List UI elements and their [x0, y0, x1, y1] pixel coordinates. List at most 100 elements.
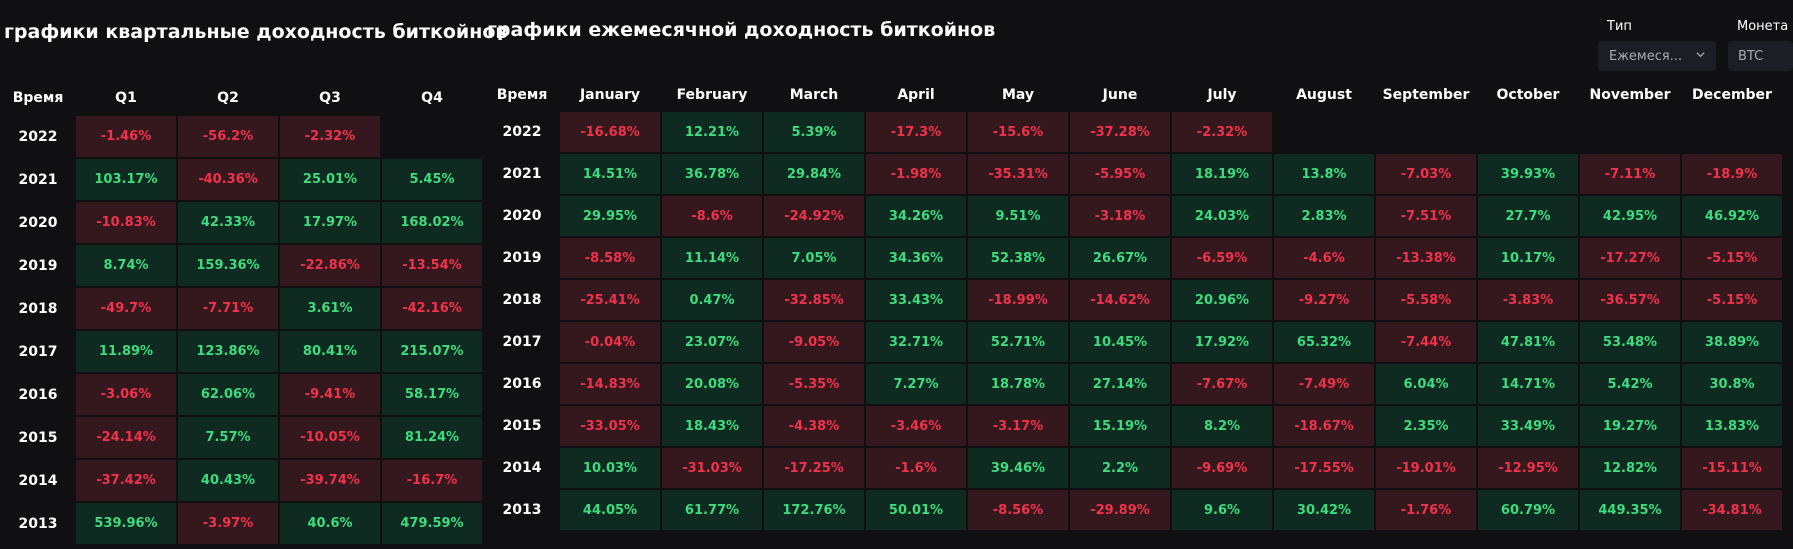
coin-select[interactable]: BTC: [1728, 41, 1793, 71]
quarterly-return-cell: -56.2%: [178, 116, 278, 157]
quarterly-return-cell: 168.02%: [382, 202, 482, 243]
table-row: 2019 8.74% 159.36% -22.86% -13.54%: [2, 245, 482, 286]
monthly-return-cell: 10.45%: [1070, 322, 1170, 362]
table-row: 2018 -49.7% -7.71% 3.61% -42.16%: [2, 288, 482, 329]
monthly-return-cell: 52.71%: [968, 322, 1068, 362]
year-cell: 2013: [18, 515, 58, 532]
year-cell: 2016: [18, 386, 58, 403]
month-header: May: [1001, 87, 1035, 103]
monthly-return-cell: 13.8%: [1274, 154, 1374, 194]
quarterly-return-cell: 5.45%: [382, 159, 482, 200]
monthly-return-cell: -35.31%: [968, 154, 1068, 194]
quarterly-return-cell: -49.7%: [76, 288, 176, 329]
monthly-return-cell: 20.08%: [662, 364, 762, 404]
quarterly-return-cell: 25.01%: [280, 159, 380, 200]
month-header: April: [897, 87, 935, 103]
monthly-return-cell: 39.93%: [1478, 154, 1578, 194]
year-cell: 2013: [502, 502, 542, 518]
quarterly-header-row: Время Q1 Q2 Q3 Q4: [2, 82, 482, 114]
quarterly-return-cell: -1.46%: [76, 116, 176, 157]
monthly-return-cell: 33.49%: [1478, 406, 1578, 446]
monthly-return-cell: -3.83%: [1478, 280, 1578, 320]
monthly-return-cell: -24.92%: [764, 196, 864, 236]
monthly-return-cell: 32.71%: [866, 322, 966, 362]
monthly-return-cell: -9.05%: [764, 322, 864, 362]
quarter-header: Q3: [319, 90, 341, 106]
table-row: 2015 -33.05% 18.43% -4.38% -3.46% -3.17% 15.19…: [486, 406, 1782, 446]
monthly-return-cell: -15.11%: [1682, 448, 1782, 488]
monthly-return-cell: -18.67%: [1274, 406, 1374, 446]
quarterly-return-cell: 40.6%: [280, 503, 380, 544]
monthly-return-cell: -2.32%: [1172, 112, 1272, 152]
monthly-return-cell: 34.26%: [866, 196, 966, 236]
monthly-return-cell: -7.49%: [1274, 364, 1374, 404]
monthly-return-cell: -8.6%: [662, 196, 762, 236]
monthly-return-cell: -5.35%: [764, 364, 864, 404]
table-row: 2017 -0.04% 23.07% -9.05% 32.71% 52.71% 10.45%…: [486, 322, 1782, 362]
month-header: July: [1207, 87, 1237, 103]
monthly-return-cell: -9.27%: [1274, 280, 1374, 320]
table-row: 2016 -3.06% 62.06% -9.41% 58.17%: [2, 374, 482, 415]
monthly-return-cell: 7.05%: [764, 238, 864, 278]
month-header: October: [1496, 87, 1560, 103]
monthly-return-cell: 9.51%: [968, 196, 1068, 236]
quarterly-return-cell: 123.86%: [178, 331, 278, 372]
monthly-return-cell: 36.78%: [662, 154, 762, 194]
quarterly-return-cell: -10.05%: [280, 417, 380, 458]
year-cell: 2020: [502, 208, 542, 224]
monthly-return-cell: -3.18%: [1070, 196, 1170, 236]
quarterly-return-cell: 80.41%: [280, 331, 380, 372]
monthly-return-cell: 65.32%: [1274, 322, 1374, 362]
quarterly-return-cell: 42.33%: [178, 202, 278, 243]
monthly-return-cell: -7.44%: [1376, 322, 1476, 362]
year-cell: 2020: [18, 214, 58, 231]
monthly-return-cell: -17.55%: [1274, 448, 1374, 488]
monthly-return-cell: -18.99%: [968, 280, 1068, 320]
monthly-return-cell: -14.62%: [1070, 280, 1170, 320]
monthly-return-cell: 5.42%: [1580, 364, 1680, 404]
year-cell: 2016: [502, 376, 542, 392]
monthly-returns-table: Время January February March April May J…: [484, 78, 1784, 532]
type-select[interactable]: Ежемеся...: [1598, 41, 1716, 71]
table-row: 2017 11.89% 123.86% 80.41% 215.07%: [2, 331, 482, 372]
monthly-return-cell: -0.04%: [560, 322, 660, 362]
quarterly-return-cell: -42.16%: [382, 288, 482, 329]
monthly-return-cell: 42.95%: [1580, 196, 1680, 236]
monthly-return-cell: 7.27%: [866, 364, 966, 404]
quarterly-return-cell: 103.17%: [76, 159, 176, 200]
monthly-return-cell: -18.9%: [1682, 154, 1782, 194]
coin-filter-label: Монета: [1737, 19, 1789, 34]
monthly-return-cell: 449.35%: [1580, 490, 1680, 530]
table-row: 2021 14.51% 36.78% 29.84% -1.98% -35.31% -5.95…: [486, 154, 1782, 194]
monthly-return-cell: 20.96%: [1172, 280, 1272, 320]
monthly-return-cell: -6.59%: [1172, 238, 1272, 278]
year-cell: 2014: [18, 472, 58, 489]
monthly-return-cell: -25.41%: [560, 280, 660, 320]
monthly-return-cell: -13.38%: [1376, 238, 1476, 278]
table-row: 2020 -10.83% 42.33% 17.97% 168.02%: [2, 202, 482, 243]
monthly-return-cell: 47.81%: [1478, 322, 1578, 362]
quarterly-return-cell: -13.54%: [382, 245, 482, 286]
month-header: September: [1382, 87, 1470, 103]
type-select-value: Ежемеся...: [1609, 48, 1683, 64]
monthly-return-cell: 29.95%: [560, 196, 660, 236]
monthly-return-cell: 19.27%: [1580, 406, 1680, 446]
monthly-return-cell: 46.92%: [1682, 196, 1782, 236]
month-header: November: [1589, 87, 1671, 103]
monthly-return-cell: 11.14%: [662, 238, 762, 278]
monthly-return-cell: 30.8%: [1682, 364, 1782, 404]
quarterly-return-cell: 17.97%: [280, 202, 380, 243]
monthly-return-cell: -16.68%: [560, 112, 660, 152]
monthly-return-cell: -5.15%: [1682, 280, 1782, 320]
quarterly-return-cell: -16.7%: [382, 460, 482, 501]
monthly-return-cell: -17.27%: [1580, 238, 1680, 278]
monthly-return-cell: 26.67%: [1070, 238, 1170, 278]
monthly-return-cell: 2.83%: [1274, 196, 1374, 236]
year-cell: 2015: [502, 418, 542, 434]
monthly-return-cell: 39.46%: [968, 448, 1068, 488]
monthly-return-cell: -7.67%: [1172, 364, 1272, 404]
monthly-return-cell: 14.71%: [1478, 364, 1578, 404]
monthly-return-cell: -36.57%: [1580, 280, 1680, 320]
month-header: February: [676, 87, 748, 103]
table-row: 2020 29.95% -8.6% -24.92% 34.26% 9.51% -3.18% 2…: [486, 196, 1782, 236]
